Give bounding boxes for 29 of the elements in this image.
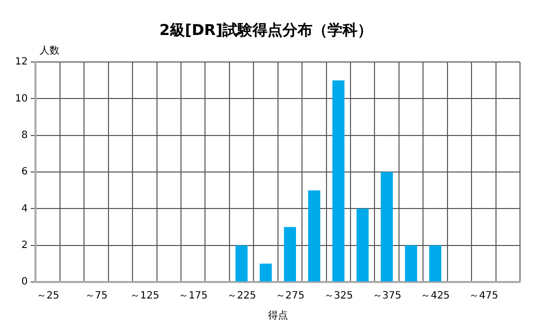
chart-title: 2級[DR]試験得点分布（学科）: [159, 20, 373, 39]
bar: [284, 227, 296, 282]
bar: [308, 190, 320, 282]
bar: [429, 245, 442, 282]
x-tick-label: ～325: [324, 290, 353, 302]
x-tick-label: ～375: [372, 290, 402, 302]
bar: [260, 264, 272, 282]
bar: [332, 80, 344, 282]
x-tick-label: ～125: [130, 290, 160, 302]
bar: [356, 208, 369, 282]
x-tick-label: ～475: [469, 290, 498, 302]
x-tick-label: ～175: [178, 290, 208, 302]
x-tick-label: ～275: [275, 290, 305, 302]
x-tick-label: ～25: [36, 290, 60, 302]
x-tick-label: ～225: [226, 290, 256, 302]
y-tick-label: 8: [21, 130, 28, 141]
y-tick-label: 10: [14, 93, 28, 104]
bar: [404, 245, 418, 282]
y-tick-label: 6: [21, 166, 28, 178]
x-axis-title: 得点: [268, 310, 288, 322]
y-tick-label: 4: [21, 203, 28, 214]
x-tick-label: ～425: [420, 290, 450, 302]
y-tick-label: 12: [14, 56, 28, 68]
y-tick-label: 2: [21, 240, 28, 251]
bar: [235, 245, 248, 282]
bar: [380, 172, 393, 282]
y-tick-label: 0: [21, 276, 28, 288]
x-tick-label: ～75: [84, 290, 108, 302]
y-axis-title: 人数: [40, 46, 60, 57]
